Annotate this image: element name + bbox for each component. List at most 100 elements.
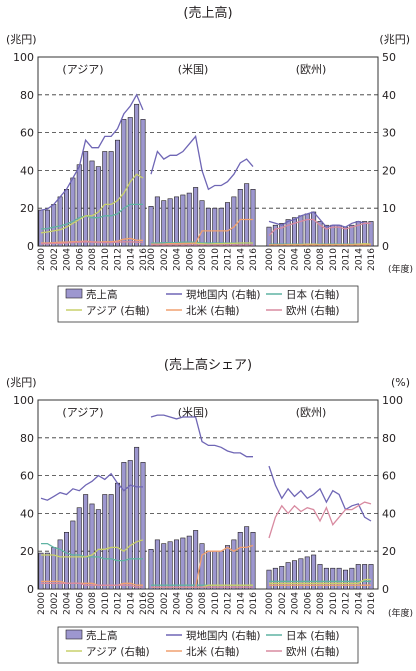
legend-label: アジア (右軸) [86, 645, 150, 658]
year-tick-label: 2016 [367, 592, 377, 615]
year-tick-label: 2010 [101, 592, 111, 615]
bar [349, 567, 355, 590]
left-tick-label: 20 [20, 545, 34, 558]
left-tick-label: 60 [20, 127, 34, 140]
bar [205, 550, 211, 590]
year-tick-label: 2012 [224, 592, 234, 615]
year-tick-label: 2006 [75, 592, 85, 615]
year-tick-label: 2006 [185, 248, 195, 271]
year-tick-label: 2004 [173, 592, 183, 615]
year-tick-label: 2006 [75, 248, 85, 271]
bar [161, 543, 167, 590]
year-tick-label: 2016 [367, 248, 377, 271]
bar [154, 539, 160, 590]
bar [250, 531, 256, 590]
year-tick-label: 2014 [126, 248, 136, 271]
series-line-現地国内 [268, 465, 372, 522]
year-tick-label: 2010 [329, 248, 339, 271]
right-tick-label: 0 [382, 583, 389, 596]
legend-label: 欧州 (右軸) [286, 645, 340, 658]
year-tick-label: 2008 [198, 248, 208, 271]
bar [218, 207, 224, 247]
series-line-現地国内 [150, 134, 254, 191]
bar [330, 567, 336, 590]
bar [225, 545, 231, 590]
bar [349, 224, 355, 247]
bar [225, 202, 231, 247]
bar [102, 494, 108, 590]
bar [174, 196, 180, 247]
series-line-北米 [151, 218, 253, 245]
bar [76, 507, 82, 590]
year-tick-label: 2016 [249, 248, 259, 271]
year-tick-label: 2000 [147, 592, 157, 615]
year-tick-label: 2014 [126, 592, 136, 615]
series-line-アジア [269, 578, 371, 584]
bar [231, 539, 237, 590]
bar [193, 187, 199, 247]
bar [279, 223, 285, 247]
year-tick-label: 2000 [147, 248, 157, 271]
series-line-日本 [40, 203, 143, 230]
year-tick-label: 2002 [160, 592, 170, 615]
bar [272, 567, 278, 590]
bar [237, 189, 243, 247]
bar [148, 206, 154, 247]
left-tick-label: 40 [20, 164, 34, 177]
left-tick-label: 40 [20, 507, 34, 520]
bar [83, 151, 89, 247]
year-tick-label: 2010 [101, 248, 111, 271]
right-tick-label: 0 [382, 240, 389, 253]
right-tick-label: 80 [382, 432, 396, 445]
chart-title: (売上高シェア) [164, 357, 252, 373]
bar [311, 211, 317, 247]
year-tick-label: 2002 [160, 248, 170, 271]
bar [218, 550, 224, 590]
series-line-北米 [41, 580, 143, 586]
bar [89, 160, 95, 247]
series-line-アジア [40, 173, 144, 234]
bar [180, 194, 186, 247]
bar [121, 462, 127, 590]
year-tick-label: 2016 [139, 248, 149, 271]
bar [121, 119, 127, 247]
year-tick-label: 2004 [63, 592, 73, 615]
year-tick-label: 2004 [63, 248, 73, 271]
bar [285, 562, 291, 590]
series-line-欧州 [41, 582, 143, 588]
bar [355, 564, 361, 590]
year-tick-label: 2002 [278, 248, 288, 271]
series-line-アジア [41, 539, 144, 558]
left-tick-label: 0 [27, 240, 34, 253]
bar [193, 530, 199, 590]
right-tick-label: 30 [382, 127, 396, 140]
series-line-欧州 [41, 241, 143, 245]
left-tick-label: 100 [13, 51, 34, 64]
legend-label: 北米 (右軸) [186, 645, 240, 658]
bar [115, 139, 121, 247]
fiscal-year-unit: (年度) [388, 607, 413, 619]
series-line-日本 [41, 542, 143, 562]
series-line-現地国内 [40, 472, 143, 501]
bar [199, 543, 205, 590]
year-tick-label: 2002 [50, 248, 60, 271]
bar [127, 460, 133, 590]
bar [154, 196, 160, 247]
region-label: (アジア) [62, 406, 103, 419]
bar [89, 503, 95, 590]
right-tick-label: 20 [382, 164, 396, 177]
bar [304, 556, 310, 590]
left-axis-unit: (兆円) [6, 376, 37, 389]
bar [134, 446, 140, 590]
bar [161, 200, 167, 247]
bar [76, 164, 82, 247]
bar [250, 189, 256, 247]
right-axis-unit: (兆円) [379, 33, 410, 46]
bar [317, 564, 323, 590]
bar [237, 531, 243, 590]
bar [342, 226, 348, 247]
bar [167, 198, 173, 247]
bar [70, 177, 76, 247]
bar [108, 494, 114, 590]
